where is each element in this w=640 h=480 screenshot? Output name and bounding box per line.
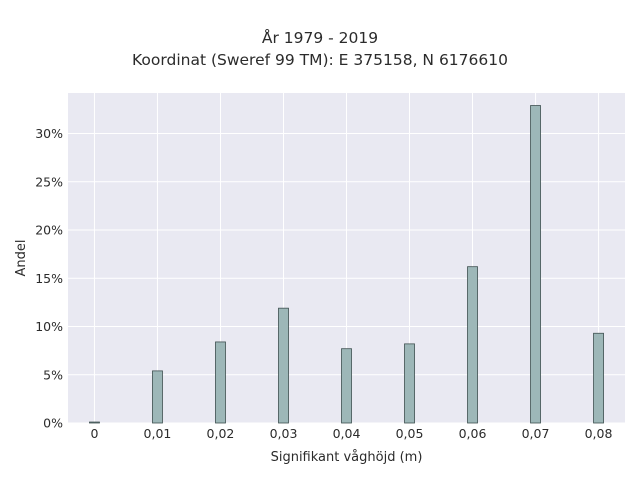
x-tick-label: 0,02 <box>207 426 235 441</box>
bar-0,04 <box>341 348 352 424</box>
x-tick-label: 0,03 <box>270 426 298 441</box>
bar-0,08 <box>593 332 604 424</box>
x-tick-label: 0 <box>90 426 98 441</box>
x-axis-label: Signifikant våghöjd (m) <box>271 450 423 465</box>
chart-title: År 1979 - 2019 <box>261 29 379 47</box>
y-axis-ticks: 0% 5% 10% 15% 20% 25% 30% <box>35 126 63 430</box>
x-tick-label: 0,06 <box>459 426 487 441</box>
y-tick-label: 10% <box>35 319 63 334</box>
bar-0,02 <box>215 341 226 424</box>
bar-0 <box>89 421 100 424</box>
y-tick-label: 20% <box>35 223 63 238</box>
y-tick-label: 30% <box>35 126 63 141</box>
y-tick-label: 15% <box>35 271 63 286</box>
bar-0,07 <box>530 105 541 424</box>
bar-0,06 <box>467 266 478 424</box>
y-tick-label: 25% <box>35 174 63 189</box>
bar-0,05 <box>404 343 415 424</box>
y-tick-label: 5% <box>43 367 63 382</box>
x-tick-label: 0,07 <box>522 426 550 441</box>
chart-subtitle: Koordinat (Sweref 99 TM): E 375158, N 61… <box>132 51 508 69</box>
x-tick-label: 0,04 <box>333 426 361 441</box>
x-tick-label: 0,08 <box>585 426 613 441</box>
y-tick-label: 0% <box>43 416 63 431</box>
y-axis-label: Andel <box>14 240 29 277</box>
bar-0,01 <box>152 370 163 424</box>
x-tick-label: 0,05 <box>396 426 424 441</box>
bars <box>89 105 604 424</box>
bar-0,03 <box>278 307 289 424</box>
x-tick-label: 0,01 <box>144 426 172 441</box>
x-axis-ticks: 0 0,01 0,02 0,03 0,04 0,05 0,06 0,07 0,08 <box>90 426 612 441</box>
